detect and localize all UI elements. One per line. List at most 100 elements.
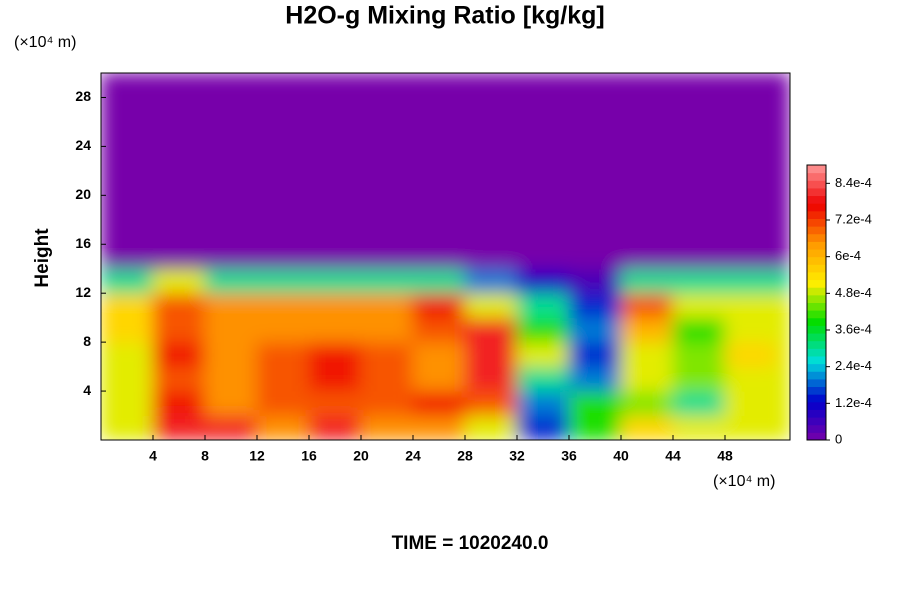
- heatmap-cell: [360, 292, 414, 319]
- heatmap-cell: [568, 366, 622, 392]
- colorbar-band: [807, 333, 826, 342]
- heatmap-cell: [308, 390, 362, 417]
- colorbar-band: [807, 249, 826, 258]
- heatmap-cell: [568, 73, 622, 270]
- y-tick-label: 8: [83, 333, 91, 349]
- heatmap-cell: [101, 268, 154, 294]
- colorbar-band: [807, 279, 826, 288]
- footer: TIME = 1020240.0: [392, 533, 549, 554]
- colorbar-band: [807, 187, 826, 197]
- heatmap-cell: [204, 415, 258, 440]
- heatmap-cell: [101, 73, 154, 270]
- colorbar-band: [807, 226, 826, 235]
- heatmap-cell: [516, 366, 570, 392]
- colorbar-band: [807, 264, 826, 273]
- heatmap-cell: [568, 390, 622, 417]
- heatmap-cell: [101, 390, 154, 417]
- heatmap-cell: [776, 292, 790, 319]
- heatmap-cell: [101, 366, 154, 392]
- heatmap-cell: [256, 317, 310, 343]
- colorbar-band: [807, 210, 826, 219]
- heatmap-cell: [568, 415, 622, 440]
- heatmap-cell: [776, 317, 790, 343]
- heatmap-cell: [152, 366, 206, 392]
- colorbar-band: [807, 294, 826, 303]
- x-unit: (×10⁴ m): [713, 473, 775, 490]
- heatmap-cell: [204, 366, 258, 392]
- heatmap-cell: [204, 317, 258, 343]
- heatmap-cell: [256, 292, 310, 319]
- heatmap-cell: [256, 268, 310, 294]
- heatmap-cell: [464, 73, 518, 270]
- x-tick-label: 40: [613, 448, 629, 464]
- heatmap-cell: [152, 317, 206, 343]
- heatmap-cell: [464, 268, 518, 294]
- heatmap-cell: [620, 366, 674, 392]
- heatmap-cell: [516, 317, 570, 343]
- colorbar-band: [807, 371, 826, 380]
- colorbar-tick-label: 3.6e-4: [835, 321, 872, 336]
- heatmap-cell: [568, 317, 622, 343]
- heatmap-cell: [360, 366, 414, 392]
- heatmap-cell: [724, 292, 778, 319]
- heatmap-cell: [516, 390, 570, 417]
- heatmap-cell: [620, 415, 674, 440]
- colorbar-band: [807, 432, 826, 441]
- heatmap-field: [101, 73, 790, 440]
- heatmap-cell: [360, 317, 414, 343]
- heatmap-cell: [412, 415, 466, 440]
- colorbar-band: [807, 424, 826, 433]
- colorbar-band: [807, 302, 826, 311]
- heatmap-cell: [620, 292, 674, 319]
- y-tick-label: 16: [75, 235, 91, 251]
- x-tick-label: 44: [665, 448, 681, 464]
- colorbar-band: [807, 401, 826, 410]
- heatmap-cell: [620, 341, 674, 368]
- y-tick-label: 24: [75, 137, 91, 153]
- y-tick-label: 28: [75, 88, 91, 104]
- heatmap-cell: [724, 341, 778, 368]
- colorbar-tick-label: 1.2e-4: [835, 395, 872, 410]
- colorbar-band: [807, 409, 826, 418]
- colorbar-tick-label: 2.4e-4: [835, 358, 872, 373]
- heatmap-cell: [152, 292, 206, 319]
- colorbar-band: [807, 203, 826, 212]
- heatmap-cell: [620, 73, 674, 270]
- heatmap-cell: [620, 317, 674, 343]
- heatmap-cell: [412, 317, 466, 343]
- colorbar-band: [807, 340, 826, 349]
- heatmap-cell: [516, 268, 570, 294]
- colorbar-band: [807, 287, 826, 296]
- heatmap-cell: [152, 390, 206, 417]
- x-tick-label: 36: [561, 448, 577, 464]
- heatmap-cell: [360, 415, 414, 440]
- heatmap-cell: [204, 268, 258, 294]
- heatmap-cell: [568, 268, 622, 294]
- heatmap-cell: [256, 390, 310, 417]
- heatmap-cell: [724, 73, 778, 270]
- heatmap-cell: [672, 341, 726, 368]
- heatmap-cell: [308, 341, 362, 368]
- x-tick-label: 28: [457, 448, 473, 464]
- heatmap-cell: [204, 341, 258, 368]
- x-tick-label: 8: [201, 448, 209, 464]
- colorbar-band: [807, 165, 826, 174]
- heatmap-cell: [101, 292, 154, 319]
- y-tick-label: 4: [83, 382, 91, 398]
- heatmap-cell: [724, 415, 778, 440]
- heatmap-cell: [412, 366, 466, 392]
- heatmap-cell: [308, 366, 362, 392]
- heatmap-cell: [776, 415, 790, 440]
- heatmap-cell: [516, 415, 570, 440]
- heatmap-cell: [308, 73, 362, 270]
- heatmap-cell: [256, 341, 310, 368]
- heatmap-cell: [204, 292, 258, 319]
- colorbar-band: [807, 218, 826, 227]
- colorbar-band: [807, 355, 826, 365]
- heatmap-cell: [672, 268, 726, 294]
- heatmap-cell: [412, 292, 466, 319]
- heatmap-cell: [568, 341, 622, 368]
- heatmap-cell: [464, 292, 518, 319]
- heatmap-cell: [101, 341, 154, 368]
- colorbar-band: [807, 256, 826, 265]
